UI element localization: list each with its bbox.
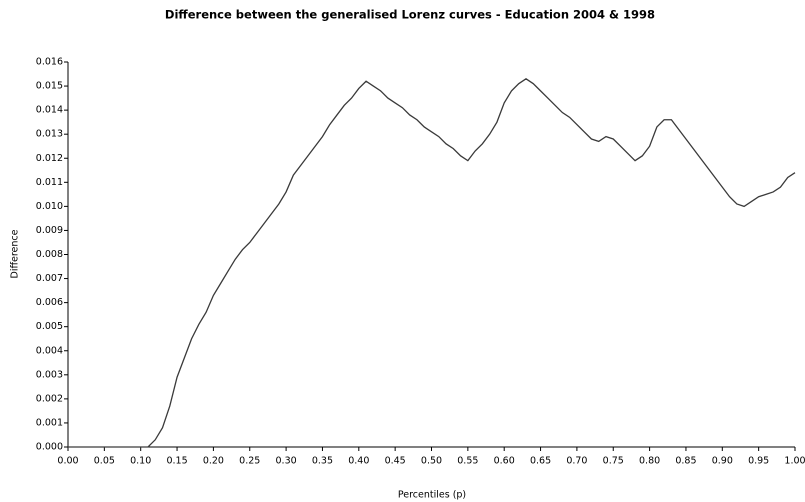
x-tick-label: 0.40 [348, 456, 369, 467]
x-tick-label: 0.30 [276, 456, 297, 467]
x-tick-label: 0.80 [639, 456, 660, 467]
x-tick-label: 0.50 [421, 456, 442, 467]
x-tick-label: 0.55 [457, 456, 478, 467]
y-tick-label: 0.002 [36, 393, 63, 404]
y-tick-label: 0.008 [36, 249, 63, 260]
x-tick-label: 0.65 [530, 456, 551, 467]
y-tick-label: 0.016 [36, 57, 63, 68]
chart-title: Difference between the generalised Loren… [165, 8, 655, 22]
x-tick-label: 0.25 [239, 456, 260, 467]
y-tick-label: 0.003 [36, 369, 63, 380]
x-axis-label: Percentiles (p) [398, 490, 466, 501]
x-tick-label: 0.75 [603, 456, 624, 467]
data-line [68, 78, 796, 448]
y-tick-label: 0.000 [36, 442, 63, 453]
x-tick-label: 0.20 [203, 456, 224, 467]
y-tick-label: 0.010 [36, 201, 63, 212]
y-tick-label: 0.013 [36, 129, 63, 140]
x-tick-label: 0.05 [94, 456, 115, 467]
y-tick-label: 0.007 [36, 273, 63, 284]
x-tick-label: 0.70 [566, 456, 587, 467]
x-tick-label: 0.85 [675, 456, 696, 467]
y-tick-label: 0.015 [36, 81, 63, 92]
y-tick-label: 0.009 [36, 225, 63, 236]
y-tick-label: 0.011 [36, 177, 63, 188]
x-tick-label: 0.10 [130, 456, 151, 467]
y-tick-label: 0.006 [36, 297, 63, 308]
x-tick-label: 0.90 [712, 456, 733, 467]
x-tick-label: 1.00 [784, 456, 805, 467]
y-tick-label: 0.004 [36, 345, 63, 356]
y-tick-label: 0.005 [36, 321, 63, 332]
y-tick-label: 0.012 [36, 153, 63, 164]
y-tick-label: 0.014 [36, 105, 63, 116]
y-tick-label: 0.001 [36, 417, 63, 428]
x-tick-label: 0.60 [494, 456, 515, 467]
y-axis-label: Difference [10, 229, 21, 278]
x-tick-label: 0.45 [385, 456, 406, 467]
x-tick-label: 0.35 [312, 456, 333, 467]
x-tick-label: 0.95 [748, 456, 769, 467]
x-tick-label: 0.15 [166, 456, 187, 467]
x-tick-label: 0.00 [57, 456, 78, 467]
